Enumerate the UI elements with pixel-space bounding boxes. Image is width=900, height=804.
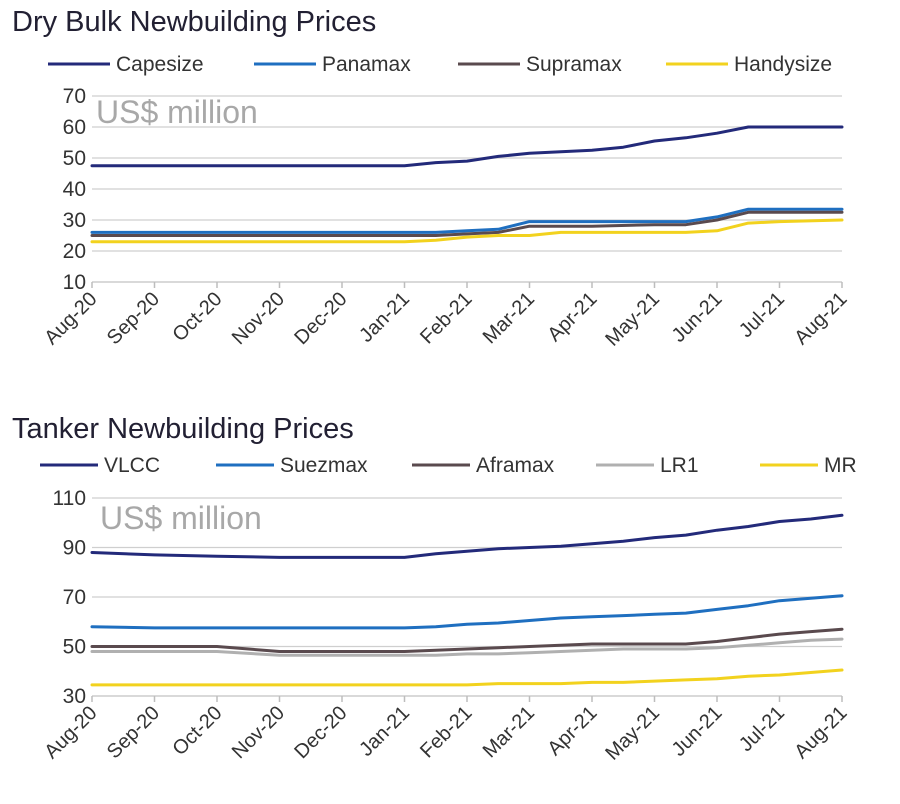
tanker-x-tick-label: Jun-21 — [668, 702, 727, 761]
dry-bulk-x-tick-label: May-21 — [601, 288, 664, 351]
tanker-units-label: US$ million — [100, 500, 262, 536]
tanker-legend-suezmax-label: Suezmax — [280, 454, 368, 477]
tanker-x-tick-label: Dec-20 — [290, 702, 351, 763]
dry-bulk-x-tick-label: Aug-21 — [790, 288, 851, 349]
dry-bulk-x-tick-label: Jan-21 — [355, 288, 414, 347]
dry-bulk-y-tick-label: 60 — [63, 116, 86, 139]
tanker-series-vlcc-line — [90, 513, 844, 559]
dry-bulk-y-tick-label: 10 — [63, 271, 86, 294]
tanker-x-tick-label: Jan-21 — [355, 702, 414, 761]
dry-bulk-y-tick-label: 50 — [63, 147, 86, 170]
tanker-legend-aframax-label: Aframax — [476, 454, 555, 477]
tanker-x-tick-label: Feb-21 — [416, 702, 476, 762]
tanker-legend-mr-label: MR — [824, 454, 857, 477]
tanker-x-tick-label: May-21 — [601, 702, 664, 765]
dry-bulk-units-label: US$ million — [96, 94, 258, 130]
dry-bulk-series-panamax-line — [90, 207, 844, 234]
tanker-x-tick-label: Apr-21 — [544, 702, 602, 760]
tanker-x-tick-label: Sep-20 — [103, 702, 164, 763]
dry-bulk-legend-supramax-label: Supramax — [526, 53, 622, 76]
dry-bulk-y-tick-label: 70 — [63, 85, 86, 108]
dry-bulk-y-tick-label: 20 — [63, 240, 86, 263]
dry-bulk-x-tick-label: Jun-21 — [668, 288, 727, 347]
dry-bulk-legend-capesize-label: Capesize — [116, 53, 204, 76]
tanker-y-tick-label: 50 — [63, 636, 86, 659]
tanker-x-tick-label: Jul-21 — [735, 702, 789, 756]
dry-bulk-y-tick-label: 40 — [63, 178, 86, 201]
dry-bulk-x-tick-label: Aug-20 — [40, 288, 101, 349]
tanker-y-tick-label: 30 — [63, 685, 86, 708]
tanker-x-tick-label: Oct-20 — [169, 702, 227, 760]
tanker-x-tick-label: Aug-20 — [40, 702, 101, 763]
tanker-series-lr1-line — [90, 637, 844, 657]
tanker-legend-vlcc-label: VLCC — [104, 454, 160, 477]
dry-bulk-x-tick-label: Apr-21 — [544, 288, 602, 346]
dry-bulk-y-tick-label: 30 — [63, 209, 86, 232]
dry-bulk-series-handysize-line — [90, 218, 844, 244]
tanker-series-suezmax-line — [90, 594, 844, 630]
dry-bulk-x-tick-label: Mar-21 — [479, 288, 539, 348]
dry-bulk-x-tick-label: Jul-21 — [735, 288, 789, 342]
dry-bulk-series-supramax-line — [90, 210, 844, 237]
dry-bulk-legend-handysize-label: Handysize — [734, 53, 832, 76]
dry-bulk-series-capesize-line — [90, 125, 844, 168]
tanker-y-tick-label: 110 — [53, 487, 86, 510]
dry-bulk-chart-title: Dry Bulk Newbuilding Prices — [12, 6, 377, 38]
tanker-chart-title: Tanker Newbuilding Prices — [12, 413, 354, 445]
tanker-legend-lr1-label: LR1 — [660, 454, 699, 477]
dry-bulk-x-tick-label: Nov-20 — [228, 288, 289, 349]
dry-bulk-x-tick-label: Dec-20 — [290, 288, 351, 349]
dry-bulk-legend-panamax-label: Panamax — [322, 53, 411, 76]
dry-bulk-x-tick-label: Oct-20 — [169, 288, 227, 346]
tanker-x-tick-label: Mar-21 — [479, 702, 539, 762]
tanker-series-mr-line — [90, 668, 844, 687]
tanker-x-tick-label: Nov-20 — [228, 702, 289, 763]
tanker-y-tick-label: 70 — [63, 586, 86, 609]
tanker-y-tick-label: 90 — [63, 537, 86, 560]
tanker-series-aframax-line — [90, 627, 844, 653]
tanker-x-tick-label: Aug-21 — [790, 702, 851, 763]
dry-bulk-x-tick-label: Feb-21 — [416, 288, 476, 348]
dry-bulk-x-tick-label: Sep-20 — [103, 288, 164, 349]
